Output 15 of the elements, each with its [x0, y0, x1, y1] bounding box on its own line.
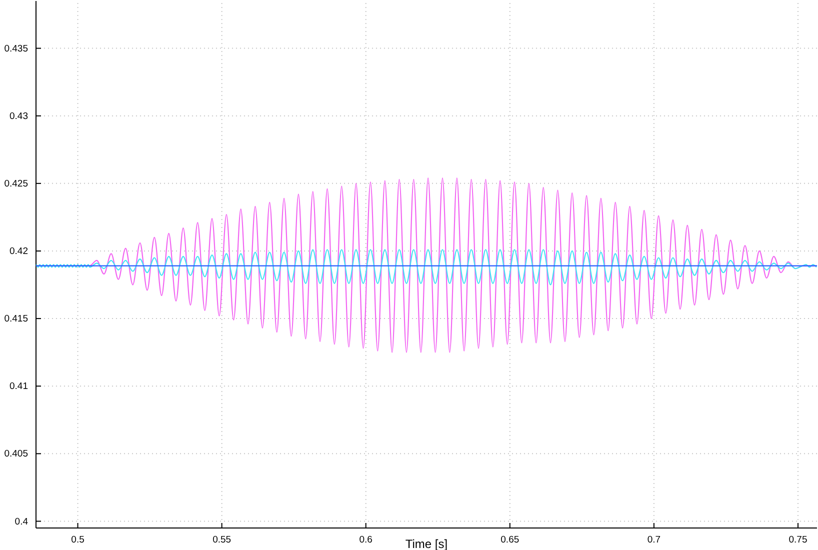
y-tick-label: 0.43 — [10, 110, 28, 122]
y-tick-label: 0.405 — [4, 448, 28, 460]
x-tick-label: 0.5 — [71, 534, 84, 546]
line-series — [36, 249, 817, 286]
y-tick-label: 0.4 — [14, 516, 28, 528]
y-tick-label: 0.41 — [10, 381, 28, 392]
y-tick-label: 0.42 — [10, 246, 28, 258]
x-tick-label: 0.6 — [359, 534, 372, 546]
x-tick-label: 0.7 — [647, 534, 661, 546]
y-tick-label: 0.425 — [4, 178, 28, 190]
x-tick-label: 0.55 — [212, 534, 232, 546]
y-tick-label: 0.415 — [4, 314, 28, 325]
x-tick-label: 0.65 — [500, 534, 520, 546]
y-tick-label: 0.435 — [4, 43, 28, 54]
x-tick-label: 0.75 — [788, 534, 808, 546]
